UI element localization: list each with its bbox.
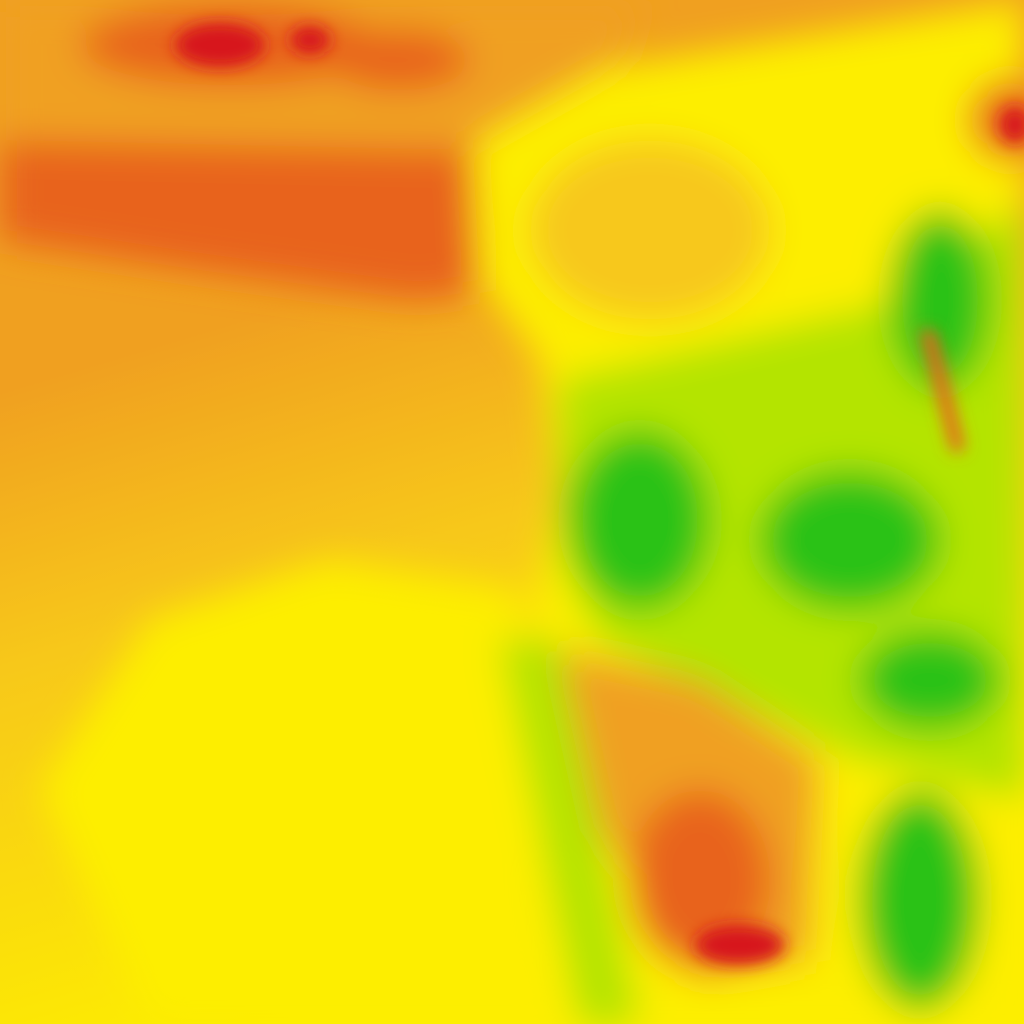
ocean-lowzone — [40, 560, 560, 1024]
central-mid — [530, 140, 770, 320]
zone-very-low-4 — [860, 790, 980, 1010]
north-hot-b — [330, 30, 470, 90]
north-peak-a — [175, 23, 265, 67]
rift-line — [920, 330, 965, 452]
zone-very-low-5 — [890, 210, 990, 390]
northeast-peak — [1000, 107, 1024, 143]
coast-green-strip — [500, 640, 640, 1024]
zone-very-low-2 — [760, 470, 940, 610]
zone-very-low-1 — [570, 430, 710, 610]
north-peak-b — [290, 26, 330, 54]
zone-high-south — [630, 790, 770, 970]
ocean-band-high — [0, 100, 480, 300]
zone-very-low-3 — [860, 630, 1000, 730]
south-peak — [695, 925, 785, 965]
